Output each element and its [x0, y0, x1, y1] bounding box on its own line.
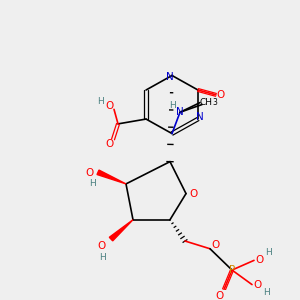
Text: O: O — [189, 189, 197, 199]
Text: O: O — [105, 139, 113, 149]
Text: CH: CH — [200, 98, 212, 107]
Text: O: O — [98, 241, 106, 251]
Text: O: O — [105, 101, 113, 112]
Polygon shape — [97, 170, 126, 184]
Text: O: O — [211, 240, 219, 250]
Text: H: H — [262, 288, 269, 297]
Text: O: O — [86, 168, 94, 178]
Text: H: H — [266, 248, 272, 257]
Polygon shape — [109, 220, 133, 241]
Text: O: O — [217, 90, 225, 100]
Text: H: H — [97, 97, 104, 106]
Text: H: H — [100, 253, 106, 262]
Text: N: N — [176, 107, 184, 117]
Text: H: H — [90, 179, 96, 188]
Text: O: O — [253, 280, 261, 290]
Text: P: P — [229, 265, 235, 275]
Text: N: N — [166, 72, 174, 82]
Text: N: N — [196, 112, 204, 122]
Text: O: O — [255, 255, 263, 266]
Text: H: H — [169, 101, 176, 110]
Text: O: O — [216, 291, 224, 300]
Text: 3: 3 — [212, 98, 217, 107]
